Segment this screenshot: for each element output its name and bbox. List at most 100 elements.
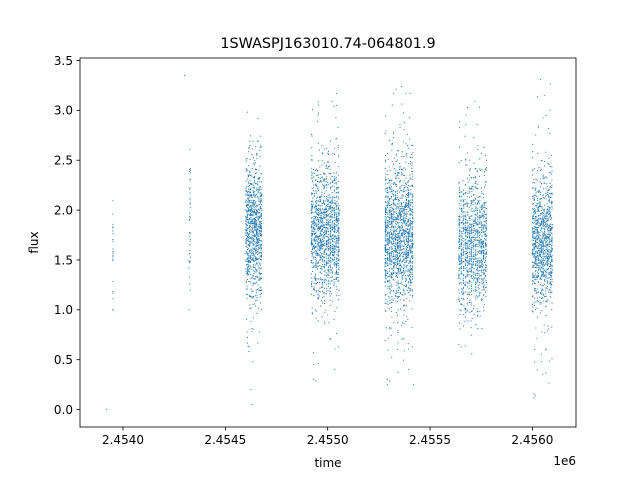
data-point — [328, 274, 330, 276]
data-point — [389, 234, 391, 236]
data-point — [471, 255, 473, 257]
data-point — [483, 288, 485, 290]
data-point — [329, 165, 331, 167]
data-point — [246, 268, 248, 270]
data-point — [409, 240, 411, 242]
data-point — [317, 362, 319, 364]
data-point — [463, 207, 465, 209]
data-point — [319, 265, 321, 267]
data-point — [395, 249, 397, 251]
data-point — [317, 296, 319, 298]
data-point — [387, 280, 389, 282]
data-point — [463, 282, 465, 284]
data-point — [467, 229, 469, 231]
data-point — [397, 258, 399, 260]
data-point — [253, 224, 255, 226]
data-point — [311, 256, 313, 258]
data-point — [477, 242, 479, 244]
data-point — [317, 227, 319, 229]
data-point — [319, 248, 321, 250]
data-point — [326, 283, 328, 285]
data-point — [337, 187, 339, 189]
data-point — [318, 221, 319, 223]
data-point — [250, 295, 252, 297]
data-point — [471, 266, 473, 268]
data-point — [466, 261, 468, 263]
data-point — [320, 305, 322, 307]
data-point — [393, 228, 395, 230]
data-point — [313, 207, 315, 209]
data-point — [407, 228, 409, 230]
data-point — [321, 217, 323, 219]
data-point — [326, 248, 328, 250]
data-point — [330, 231, 331, 233]
data-point — [407, 251, 409, 253]
data-point — [252, 213, 254, 215]
data-point — [399, 235, 401, 237]
data-point — [407, 221, 409, 223]
data-point — [386, 204, 388, 206]
data-point — [258, 199, 260, 201]
data-point — [319, 196, 321, 198]
data-point — [333, 214, 335, 216]
data-point — [397, 295, 399, 297]
data-point — [409, 239, 411, 241]
data-point — [337, 252, 339, 254]
data-point — [409, 269, 411, 271]
data-point — [407, 343, 409, 345]
data-point — [476, 279, 478, 281]
data-point — [189, 283, 191, 285]
data-point — [459, 263, 461, 265]
data-point — [189, 262, 191, 264]
data-point — [189, 169, 191, 171]
data-point — [338, 212, 340, 214]
data-point — [333, 318, 335, 320]
data-point — [384, 266, 386, 268]
data-point — [247, 111, 249, 113]
data-point — [331, 221, 333, 223]
data-point — [311, 241, 313, 243]
data-point — [393, 214, 395, 216]
data-point — [400, 258, 402, 260]
data-point — [398, 230, 400, 232]
data-point — [403, 323, 405, 325]
data-point — [387, 296, 389, 298]
data-point — [315, 210, 317, 212]
data-point — [333, 210, 335, 212]
data-point — [249, 218, 250, 220]
data-point — [321, 211, 323, 213]
data-point — [468, 294, 470, 296]
data-point — [462, 251, 464, 253]
data-point — [478, 288, 480, 290]
data-point — [314, 235, 316, 237]
data-point — [328, 206, 330, 208]
data-point — [459, 226, 461, 228]
data-point — [385, 327, 387, 329]
data-point — [316, 283, 318, 285]
data-point — [395, 256, 397, 258]
data-point — [465, 159, 467, 161]
data-point — [475, 261, 477, 263]
data-point — [481, 244, 483, 246]
data-point — [336, 187, 338, 189]
data-point — [405, 230, 407, 232]
data-point — [475, 236, 477, 238]
data-point — [399, 124, 401, 126]
data-point — [323, 236, 325, 238]
data-point — [332, 240, 334, 242]
data-point — [330, 224, 332, 226]
data-point — [249, 144, 251, 146]
data-point — [399, 197, 401, 199]
data-point — [327, 285, 329, 287]
data-point — [333, 186, 335, 188]
data-point — [252, 186, 254, 188]
data-point — [407, 252, 409, 254]
data-point — [254, 278, 256, 280]
data-point — [259, 181, 261, 183]
data-point — [249, 236, 251, 238]
data-point — [389, 247, 391, 249]
data-point — [256, 257, 258, 259]
data-point — [388, 180, 390, 182]
data-point — [458, 257, 460, 259]
data-point — [460, 160, 462, 162]
